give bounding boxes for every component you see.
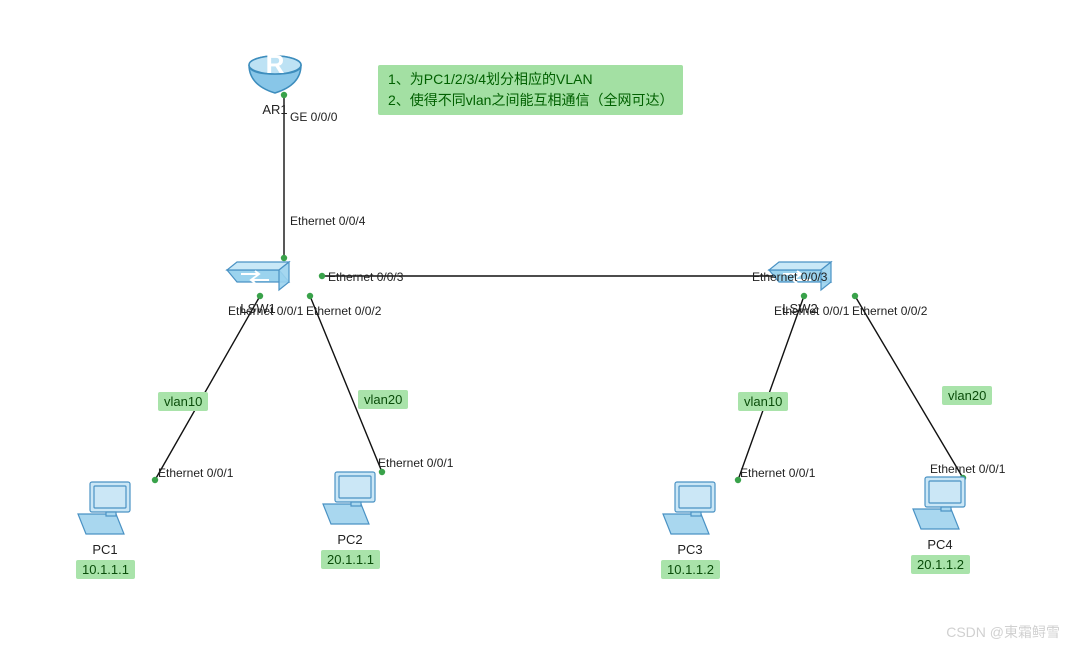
- vlan-tag: vlan10: [738, 392, 788, 411]
- node-pc4: PC4 20.1.1.2: [911, 475, 969, 574]
- node-label: PC2: [321, 532, 379, 547]
- ip-pc3: 10.1.1.2: [661, 560, 720, 579]
- ip-pc2: 20.1.1.1: [321, 550, 380, 569]
- pc-icon: [321, 470, 379, 530]
- router-icon: R: [246, 55, 304, 100]
- node-pc1: PC1 10.1.1.1: [76, 480, 134, 579]
- interface-label: Ethernet 0/0/1: [740, 466, 815, 480]
- interface-label: Ethernet 0/0/3: [752, 270, 827, 284]
- vlan-tag: vlan20: [358, 390, 408, 409]
- node-ar1: R AR1: [246, 55, 304, 117]
- interface-label: Ethernet 0/0/1: [228, 304, 303, 318]
- node-pc3: PC3 10.1.1.2: [661, 480, 719, 579]
- vlan-tag: vlan10: [158, 392, 208, 411]
- switch-icon: [225, 258, 291, 299]
- svg-text:R: R: [266, 55, 285, 79]
- interface-label: Ethernet 0/0/1: [930, 462, 1005, 476]
- vlan-tag: vlan20: [942, 386, 992, 405]
- interface-label: Ethernet 0/0/4: [290, 214, 365, 228]
- diagram-canvas: 1、为PC1/2/3/4划分相应的VLAN 2、使得不同vlan之间能互相通信（…: [0, 0, 1074, 650]
- node-label: PC1: [76, 542, 134, 557]
- interface-label: Ethernet 0/0/3: [328, 270, 403, 284]
- interface-label: Ethernet 0/0/1: [158, 466, 233, 480]
- node-pc2: PC2 20.1.1.1: [321, 470, 379, 569]
- ip-pc1: 10.1.1.1: [76, 560, 135, 579]
- instructions-box: 1、为PC1/2/3/4划分相应的VLAN 2、使得不同vlan之间能互相通信（…: [378, 65, 683, 115]
- ip-pc4: 20.1.1.2: [911, 555, 970, 574]
- pc-icon: [76, 480, 134, 540]
- interface-label: Ethernet 0/0/1: [774, 304, 849, 318]
- interface-label: Ethernet 0/0/2: [306, 304, 381, 318]
- pc-icon: [661, 480, 719, 540]
- interface-label: Ethernet 0/0/2: [852, 304, 927, 318]
- node-label: PC3: [661, 542, 719, 557]
- pc-icon: [911, 475, 969, 535]
- interface-label: GE 0/0/0: [290, 110, 337, 124]
- watermark: CSDN @東霜鲟雪: [946, 622, 1060, 642]
- interface-label: Ethernet 0/0/1: [378, 456, 453, 470]
- node-label: PC4: [911, 537, 969, 552]
